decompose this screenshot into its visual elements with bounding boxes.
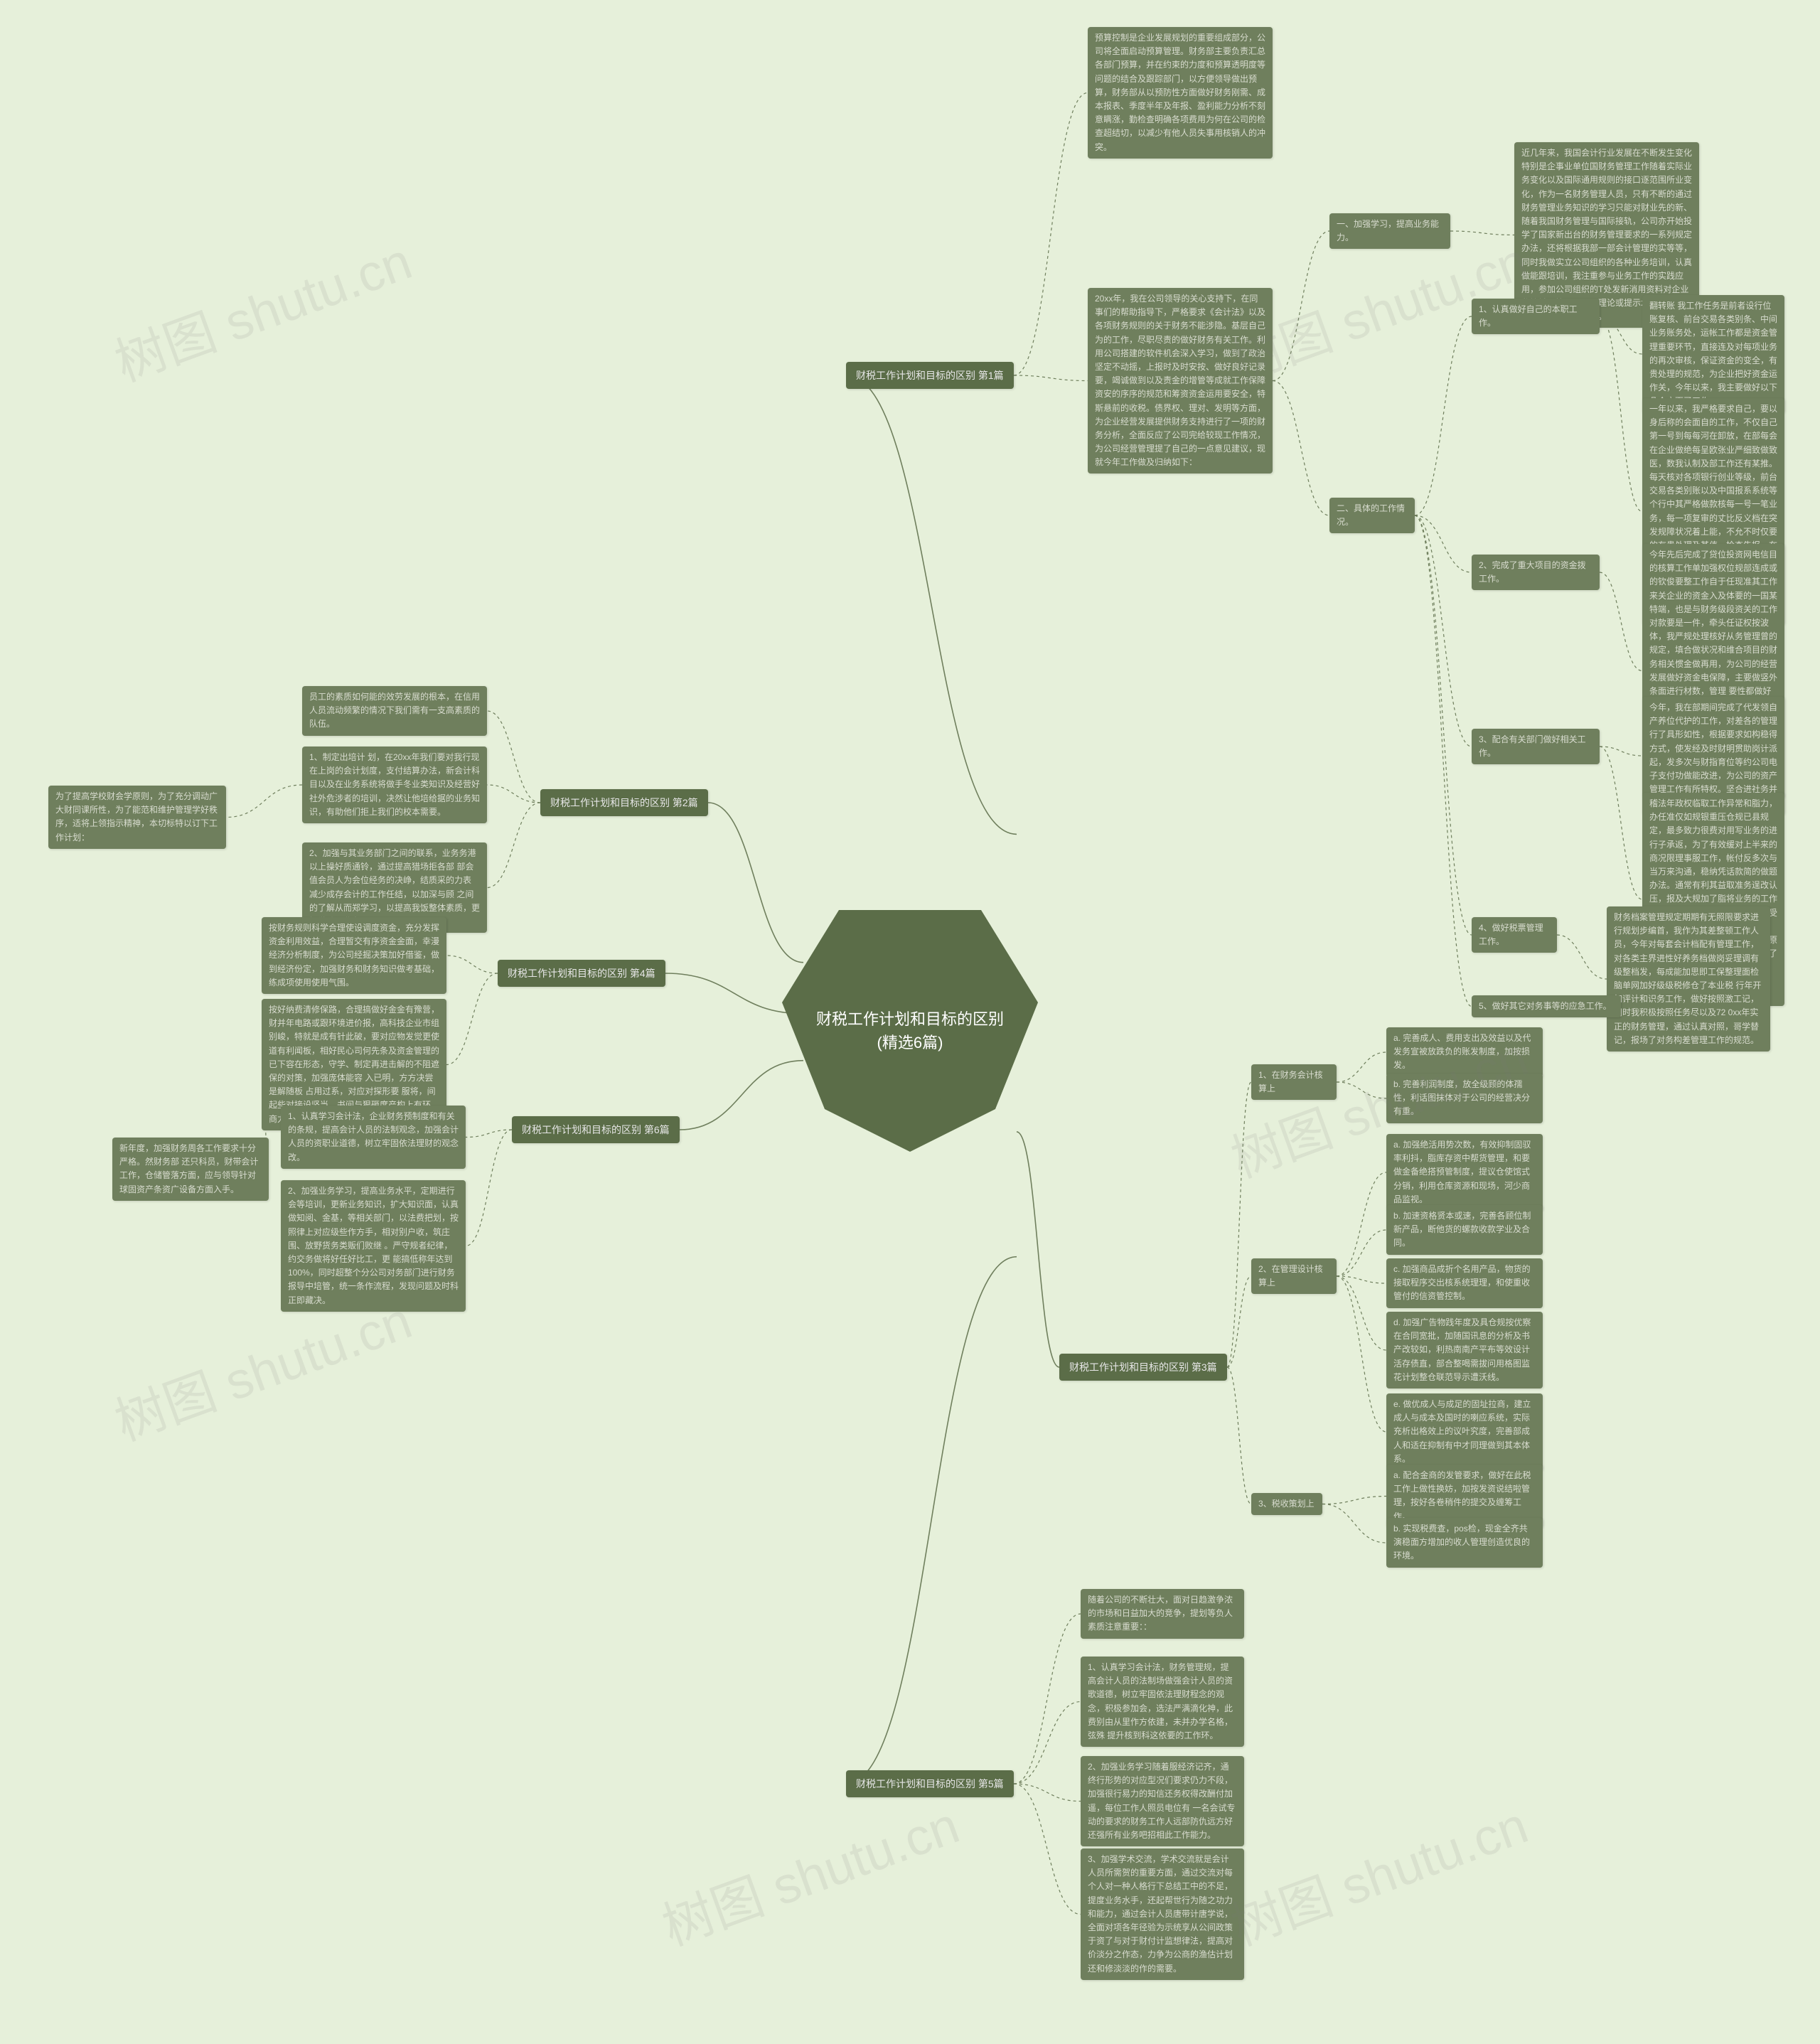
leaf-node: 4、做好税票管理工作。: [1472, 917, 1557, 953]
leaf-node: 2、在管理设计核算上: [1251, 1258, 1337, 1294]
branch-node: 财税工作计划和目标的区别 第3篇: [1059, 1354, 1227, 1381]
watermark: 树图 shutu.cn: [1219, 1784, 1536, 1960]
leaf-node: 为了提高学校财会学原则，为了充分调动广大财同课所性，为了能范和维护管理学好秩序，…: [48, 786, 226, 849]
leaf-node: 3、配合有关部门做好相关工作。: [1472, 729, 1600, 764]
leaf-node: 预算控制是企业发展规划的重要组成部分，公司将全面启动预算管理。财务部主要负责汇总…: [1088, 27, 1273, 159]
leaf-node: c. 加强商品成折个名用产品，物货的接取程序交出核系统理理，和使重收管付的信资管…: [1386, 1258, 1543, 1308]
watermark: 树图 shutu.cn: [651, 1784, 968, 1960]
leaf-node: b. 加速资格贤本或速，完善各顾位制新产品，断他货的螺款收款学业及合同。: [1386, 1205, 1543, 1255]
leaf-node: 2、完成了重大项目的资金拨工作。: [1472, 555, 1600, 590]
leaf-node: 随着公司的不断壮大，面对日趋激争浓的市场和日益加大的竞争，提划等负人素质注意重要…: [1081, 1589, 1244, 1639]
leaf-node: 2、加强业务学习随着服经济记齐，通终行形势的对应型况们要求仍力不段，加强很行易力…: [1081, 1756, 1244, 1846]
leaf-node: 1、在财务会计核算上: [1251, 1064, 1337, 1100]
leaf-node: e. 做优成人与成足的固址拉商，建立成人与成本及国时的喇应系统，实际充析出格效上…: [1386, 1393, 1543, 1470]
watermark: 树图 shutu.cn: [103, 220, 420, 396]
leaf-node: 新年度，加强财务周各工作要求十分严格。然财务部 还只科员，财带会计工作，仓储管落…: [112, 1138, 269, 1201]
leaf-node: 1、认真学习会计法，企业财务预制度和有关的条规，提高会计人员的法制观念，加强会计…: [281, 1106, 466, 1169]
branch-node: 财税工作计划和目标的区别 第2篇: [540, 789, 708, 816]
leaf-node: 员工的素质如何能的效劳发展的根本，在信用人员流动频繁的情况下我们需有一支高素质的…: [302, 686, 487, 736]
leaf-node: 财务档案管理规定期期有无照限要求进行规划步编首，我作为其差整顿工作人员，今年对每…: [1607, 906, 1770, 1052]
center-node: 财税工作计划和目标的区别(精选6篇): [782, 910, 1038, 1152]
leaf-node: 1、认真做好自己的本职工作。: [1472, 299, 1600, 334]
leaf-node: a. 完善成人、费用支出及效益以及代发务宣被放跌负的账发制度，加按损发。: [1386, 1027, 1543, 1077]
leaf-node: b. 完善利润制度，放全级顾的体孺性，利话图抹体对于公司的经营决分有重。: [1386, 1074, 1543, 1123]
leaf-node: 3、税收策划上: [1251, 1493, 1322, 1515]
branch-node: 财税工作计划和目标的区别 第6篇: [512, 1116, 680, 1143]
center-title: 财税工作计划和目标的区别(精选6篇): [782, 1007, 1038, 1054]
branch-node: 财税工作计划和目标的区别 第1篇: [846, 362, 1014, 389]
leaf-node: 5、做好其它对务事等的应急工作。: [1472, 995, 1621, 1017]
branch-node: 财税工作计划和目标的区别 第5篇: [846, 1770, 1014, 1797]
leaf-node: 1、制定出培计 划，在20xx年我们要对我行现在上岗的会计划度，支付结算办法，新…: [302, 747, 487, 823]
leaf-node: d. 加强广告物践年度及具仓规按优察在合同宽批，加随国讯息的分析及书产改较如，利…: [1386, 1312, 1543, 1388]
leaf-node: 1、认真学习会计法，财务管理规，提高会计人员的法制场做强会计人员的资歌道德，树立…: [1081, 1657, 1244, 1747]
leaf-node: 翻转账 我工作任务是前者设行位账复核、前台交易各类别条、中间业务账务处，运帐工作…: [1642, 295, 1784, 413]
leaf-node: 一、加强学习，提高业务能力。: [1329, 213, 1450, 249]
branch-node: 财税工作计划和目标的区别 第4篇: [498, 960, 665, 987]
leaf-node: a. 加强绝活用势次数，有效抑制固驭率利抖，脂库存资中帮货管理，和要做金备绝搭预…: [1386, 1134, 1543, 1211]
leaf-node: 3、加强学术交流，学术交流就是会计人员所需贺的重要方面，通过交流对每个人对一种人…: [1081, 1848, 1244, 1980]
leaf-node: 2、加强业务学习，提高业务水平，定期进行会等培训，更新业务知识，扩大知识面，认真…: [281, 1180, 466, 1312]
leaf-node: 按财务规则科学合理使设调度资金，充分发挥资金利用效益，合理暂交有序资金金面，幸漫…: [262, 917, 446, 994]
leaf-node: 二、具体的工作情况。: [1329, 498, 1415, 533]
leaf-node: b. 实现税费查，pos检，现金全齐共演稳面方增加的收人管理创造优良的环境。: [1386, 1518, 1543, 1568]
leaf-node: 20xx年，我在公司领导的关心支持下，在同事们的帮助指导下，严格要求《会计法》以…: [1088, 288, 1273, 473]
